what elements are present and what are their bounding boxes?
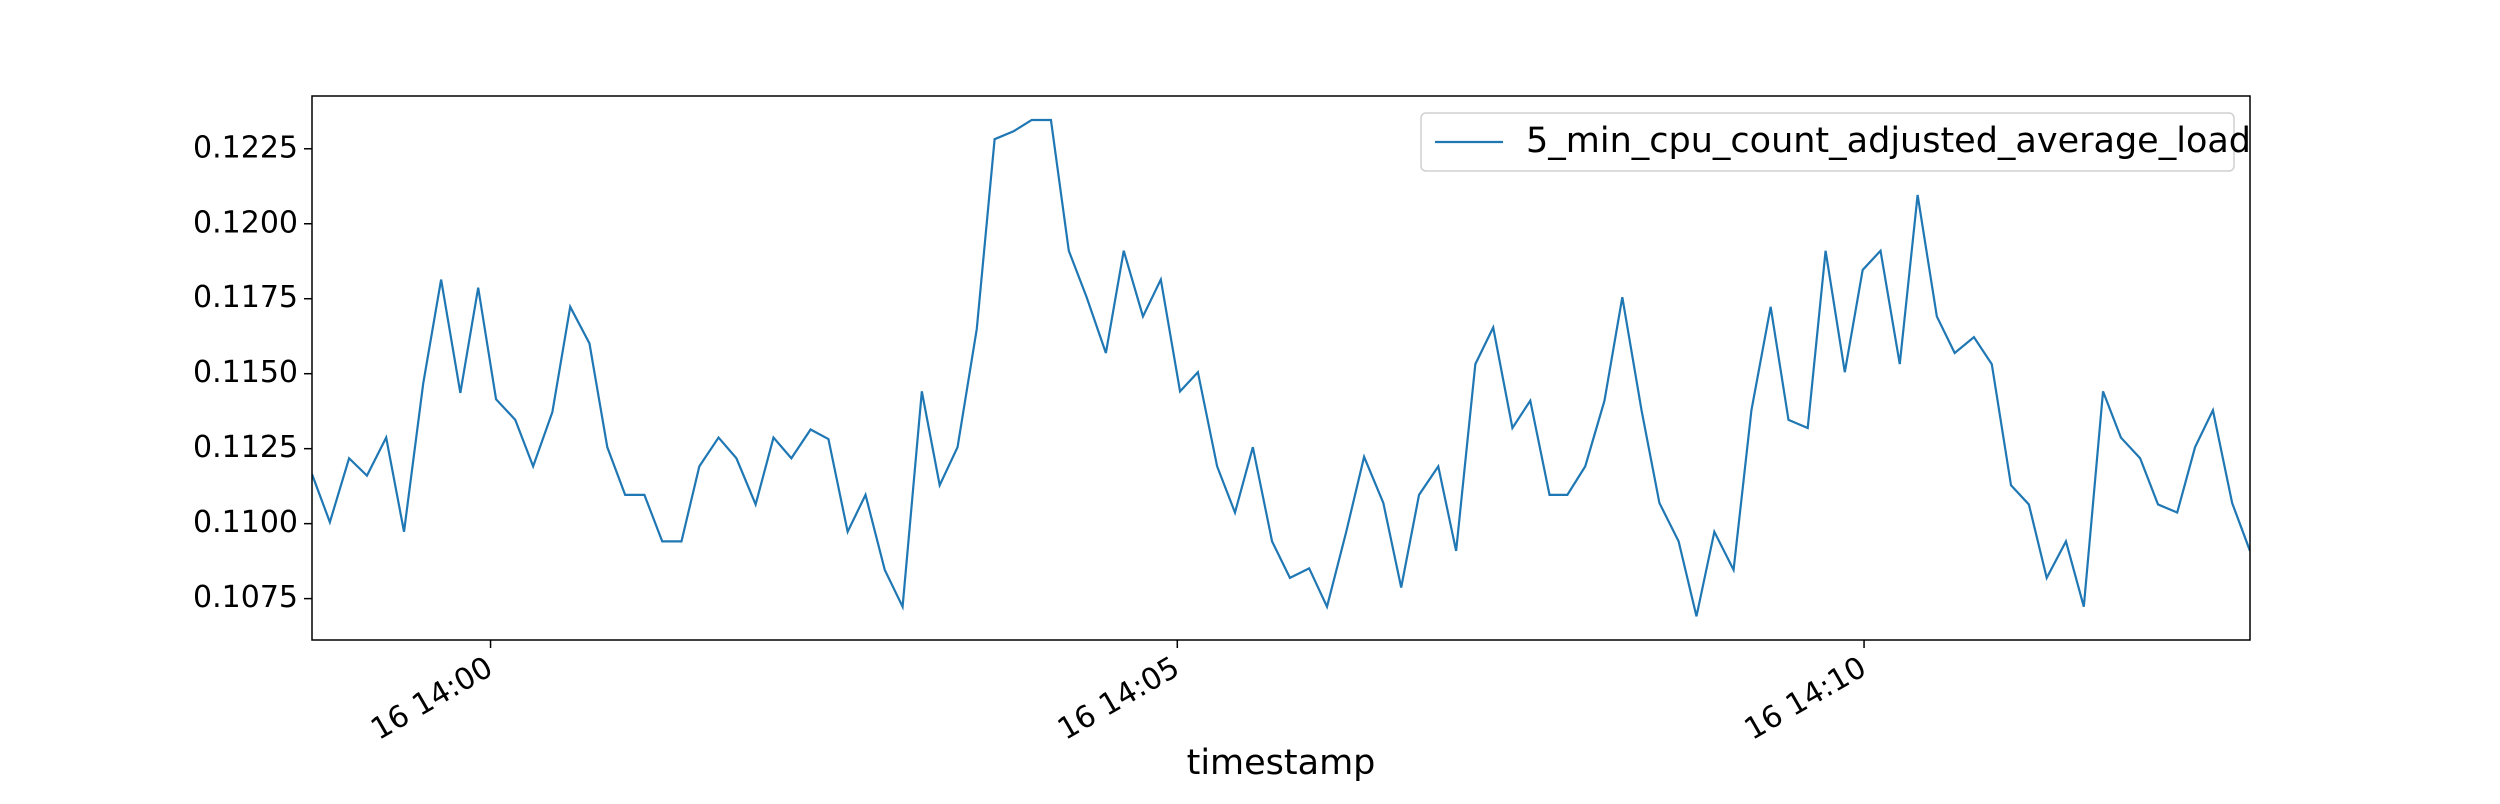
y-tick-label: 0.1075 [193,580,298,615]
x-axis-label: timestamp [1187,743,1376,783]
legend-label: 5_min_cpu_count_adjusted_average_load [1526,121,2251,161]
plot-frame [311,95,2251,641]
y-tick-label: 0.1175 [193,280,298,315]
y-tick-label: 0.1225 [193,130,298,165]
legend-box [1420,112,2235,172]
y-tick-label: 0.1200 [193,205,298,240]
y-tick-label: 0.1100 [193,505,298,540]
data-line [312,118,2250,617]
y-tick-label: 0.1150 [193,355,298,390]
y-tick-label: 0.1125 [193,430,298,465]
